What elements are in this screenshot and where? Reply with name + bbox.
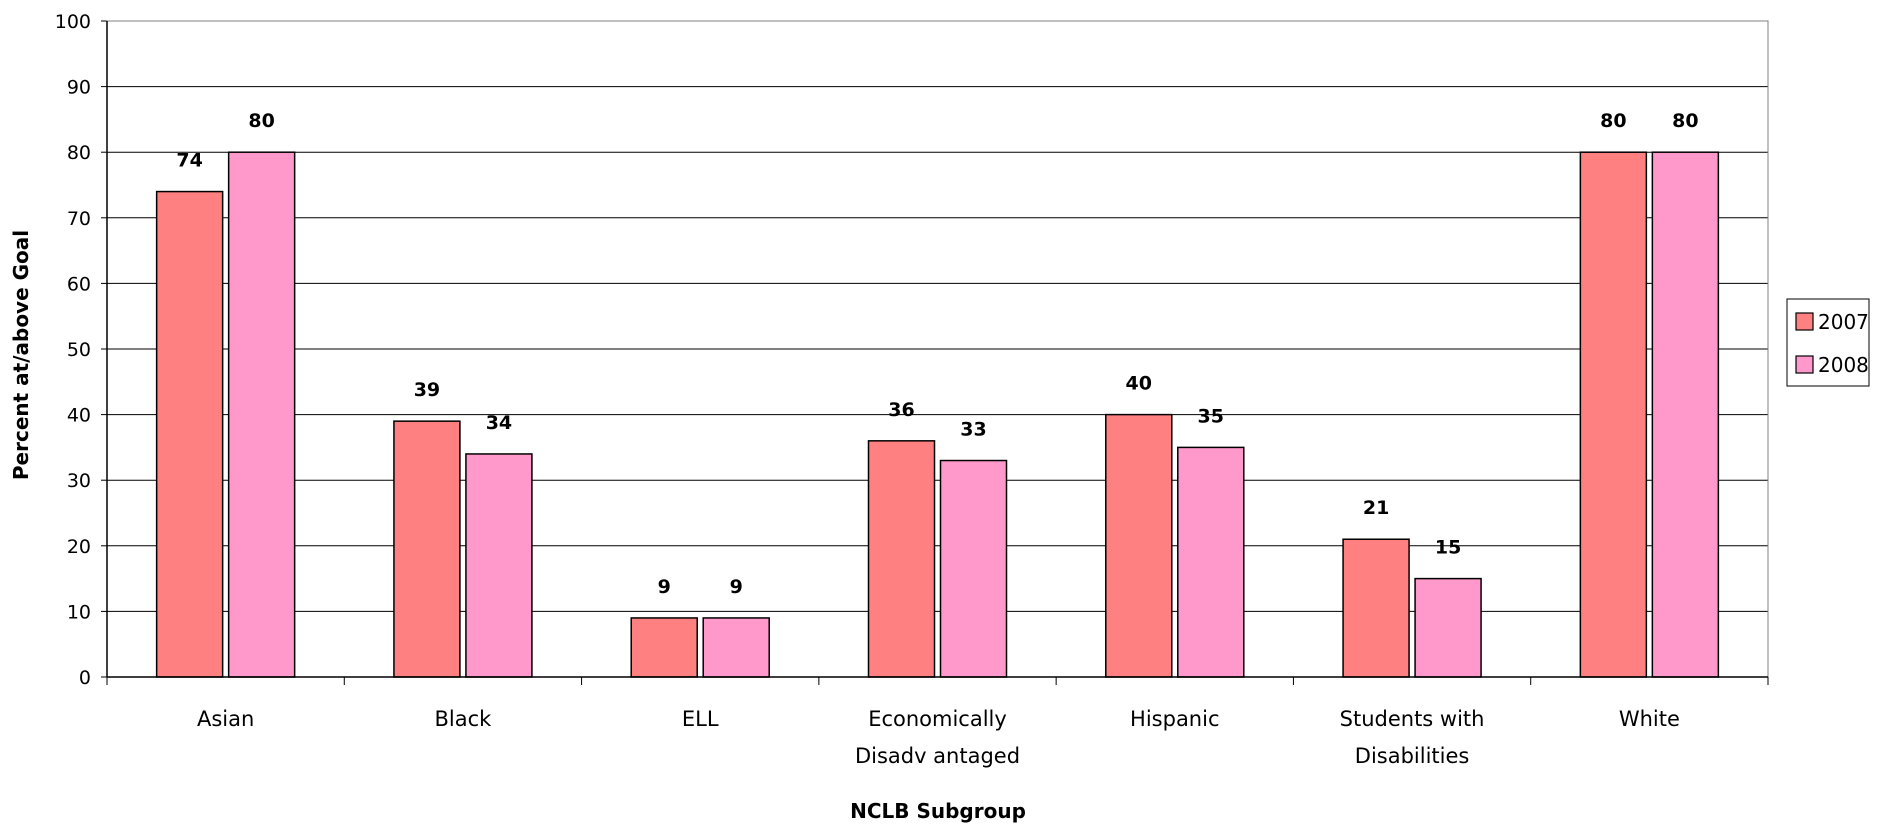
category-labels: Asian Black ELL Economically Disadv antaged H… [197,707,1680,768]
bar-2008 [227,151,296,678]
bar-2007 [155,190,224,678]
bar-2007 [867,440,936,678]
category-label: ELL [682,707,719,731]
y-tick-labels: 0 10 20 30 40 50 60 70 80 90 100 [55,11,91,689]
data-label: 34 [486,412,512,434]
bar-2007 [1579,151,1648,678]
axes [106,20,1769,685]
y-tick-label: 100 [55,11,91,33]
category-label: Disabilities [1355,744,1470,768]
category-label: Disadv antaged [855,744,1020,768]
bar-2008 [465,453,533,678]
bar-2008 [702,617,770,678]
data-label: 80 [1600,110,1626,132]
data-label: 9 [658,576,671,598]
x-axis-title: NCLB Subgroup [850,799,1026,823]
y-tick-label: 0 [79,667,91,689]
category-label: Students with [1340,707,1485,731]
data-label: 36 [888,399,914,421]
data-label: 9 [730,576,743,598]
data-label: 39 [414,379,440,401]
y-tick-label: 90 [67,77,91,99]
data-label: 33 [960,419,986,441]
bar-2008 [1651,151,1720,678]
y-tick-label: 80 [67,142,91,164]
y-tick-label: 60 [67,273,91,295]
data-labels: 74 80 39 34 9 9 36 33 40 35 21 15 80 80 [176,110,1698,598]
category-label: Asian [197,707,254,731]
legend-label: 2007 [1818,310,1869,334]
y-tick-label: 10 [67,601,91,623]
legend: 2007 2008 [1786,298,1870,387]
y-tick-label: 20 [67,536,91,558]
category-label: Hispanic [1130,707,1219,731]
data-label: 80 [1672,110,1698,132]
bar-2007 [630,617,698,678]
legend-swatch [1795,355,1814,374]
bar-2008 [1414,577,1482,678]
category-label: Black [435,707,493,731]
legend-swatch [1795,312,1814,331]
data-label: 40 [1126,373,1152,395]
bar-2007 [393,420,461,678]
legend-label: 2008 [1818,353,1869,377]
y-axis-title: Percent at/above Goal [9,230,33,480]
bar-2008 [1177,446,1245,678]
y-tick-label: 40 [67,405,91,427]
bar-2008 [939,459,1008,678]
category-label: Economically [868,707,1007,731]
gridlines [101,20,1768,678]
data-label: 15 [1435,537,1461,559]
bar-2007 [1105,413,1173,678]
bars [155,151,1720,678]
y-tick-label: 70 [67,208,91,230]
data-label: 74 [176,150,202,172]
data-label: 21 [1363,497,1389,519]
y-tick-label: 30 [67,470,91,492]
bar-2007 [1342,538,1410,678]
data-label: 35 [1198,405,1224,427]
data-label: 80 [248,110,274,132]
category-label: White [1619,707,1680,731]
y-tick-label: 50 [67,339,91,361]
